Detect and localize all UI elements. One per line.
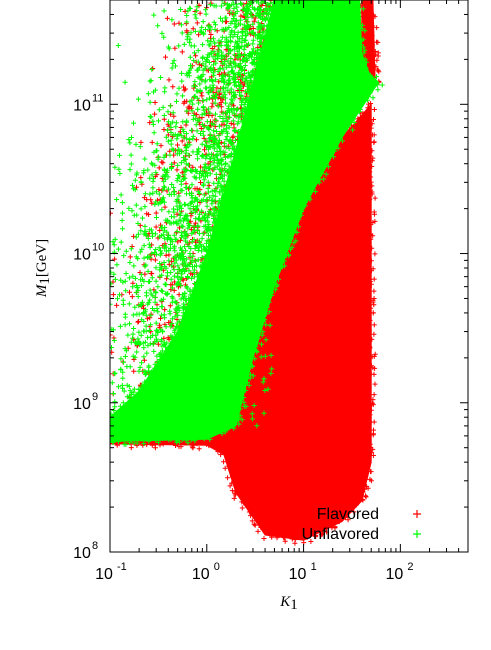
points-layer	[110, 0, 385, 546]
y-tick-label-exponent: 11	[92, 92, 103, 104]
legend-marker	[413, 530, 421, 538]
x-tick-label: 10	[95, 566, 113, 583]
x-tick-label-exponent: 2	[407, 561, 413, 573]
y-tick-label: 10	[73, 97, 91, 114]
y-tick-label: 10	[73, 396, 91, 413]
y-tick-label-exponent: 10	[92, 242, 104, 254]
x-tick-label: 10	[192, 566, 210, 583]
x-tick-label-exponent: 0	[214, 561, 220, 573]
y-tick-label: 10	[73, 247, 91, 264]
legend-label: Unflavored	[302, 526, 379, 543]
x-tick-label: 10	[385, 566, 403, 583]
y-tick-label-exponent: 9	[92, 391, 98, 403]
x-tick-label-exponent: 1	[311, 561, 317, 573]
y-tick-label: 10	[73, 545, 91, 562]
legend-label: Flavored	[317, 506, 379, 523]
legend: Flavored Unflavored	[302, 506, 421, 543]
series-1-scatter-points	[110, 0, 277, 429]
legend-marker	[413, 510, 421, 518]
y-axis-label: M1[GeV]	[34, 239, 53, 298]
x-axis-label: K1	[279, 594, 298, 613]
x-tick-label: 10	[289, 566, 307, 583]
x-tick-label-exponent: -1	[117, 561, 127, 573]
y-tick-label-exponent: 8	[92, 540, 98, 552]
